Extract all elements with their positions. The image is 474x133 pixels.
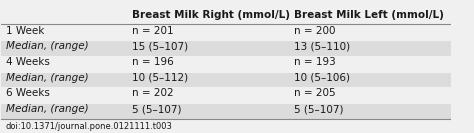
Text: Median, (range): Median, (range) [6, 104, 89, 114]
Text: 15 (5–107): 15 (5–107) [132, 41, 188, 51]
Text: 13 (5–110): 13 (5–110) [294, 41, 350, 51]
Text: Median, (range): Median, (range) [6, 73, 89, 83]
Text: Median, (range): Median, (range) [6, 41, 89, 51]
Bar [1, 104, 451, 119]
Text: Breast Milk Right (mmol/L): Breast Milk Right (mmol/L) [132, 10, 290, 20]
Text: n = 196: n = 196 [132, 57, 173, 67]
Text: 10 (5–112): 10 (5–112) [132, 73, 188, 83]
Bar [1, 73, 451, 87]
Text: n = 201: n = 201 [132, 26, 173, 36]
Text: n = 205: n = 205 [294, 88, 336, 98]
Text: 5 (5–107): 5 (5–107) [294, 104, 343, 114]
Text: doi:10.1371/journal.pone.0121111.t003: doi:10.1371/journal.pone.0121111.t003 [6, 122, 173, 131]
Bar [1, 41, 451, 56]
Text: n = 200: n = 200 [294, 26, 335, 36]
Text: 10 (5–106): 10 (5–106) [294, 73, 350, 83]
Text: n = 193: n = 193 [294, 57, 336, 67]
Text: 6 Weeks: 6 Weeks [6, 88, 50, 98]
Text: Breast Milk Left (mmol/L): Breast Milk Left (mmol/L) [294, 10, 444, 20]
Text: 5 (5–107): 5 (5–107) [132, 104, 182, 114]
Text: 4 Weeks: 4 Weeks [6, 57, 50, 67]
Text: n = 202: n = 202 [132, 88, 173, 98]
Text: 1 Week: 1 Week [6, 26, 44, 36]
